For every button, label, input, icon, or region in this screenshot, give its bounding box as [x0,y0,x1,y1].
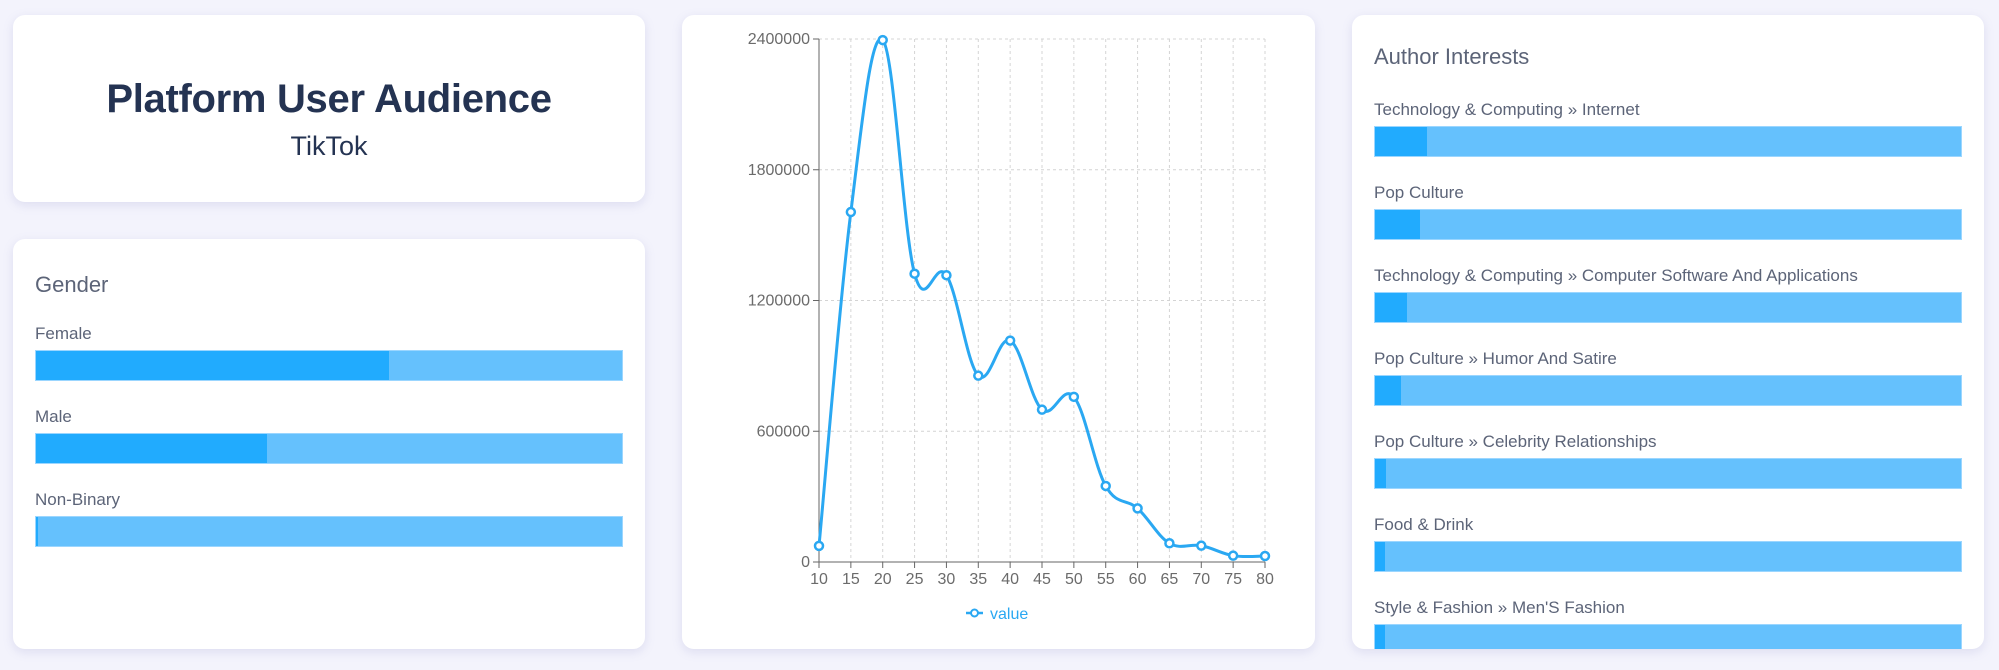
data-point[interactable] [1196,540,1207,551]
data-point[interactable] [1004,335,1016,346]
x-tick-label: 60 [1129,571,1147,588]
gender-card: Gender Female Male Non-Binary [13,239,645,649]
x-tick-label: 35 [969,571,987,588]
bar-row: Pop Culture » Celebrity Relationships [1374,432,1962,512]
bar-row: Non-Binary [35,490,623,570]
y-tick-label: 0 [801,554,810,571]
data-point[interactable] [1227,550,1239,561]
data-point[interactable] [1259,550,1271,562]
bar-fill [1375,542,1385,571]
x-tick-label: 75 [1224,571,1242,588]
bar-fill [1375,210,1421,239]
bar-row: Technology & Computing » Computer Softwa… [1374,266,1962,346]
data-point[interactable] [1132,503,1143,514]
bar-fill [1375,625,1385,649]
bar-row: Technology & Computing » Internet [1374,100,1962,180]
bar-label: Pop Culture » Humor And Satire [1374,349,1617,368]
data-point[interactable] [941,269,952,281]
bar-fill [1375,293,1408,322]
bar-track [35,433,623,464]
page-title: Platform User Audience [106,77,552,121]
x-tick-label: 80 [1256,571,1274,588]
bar-track [1374,624,1962,649]
bar-fill [1375,376,1401,405]
bar-label: Female [35,324,92,343]
y-tick-label: 600000 [757,423,810,440]
bar-track [1374,541,1962,572]
title-card: Platform User Audience TikTok [13,15,645,202]
bar-track [35,516,623,547]
bar-track [1374,126,1962,157]
bar-track [1374,458,1962,489]
author-interests-card: Author Interests Technology & Computing … [1352,15,1984,649]
bar-row: Food & Drink [1374,515,1962,595]
bar-label: Pop Culture [1374,183,1464,202]
bar-label: Style & Fashion » Men'S Fashion [1374,598,1625,617]
bar-label: Technology & Computing » Computer Softwa… [1374,266,1858,285]
line-chart: 0 600000 1200000 1800000 2400000 10 15 20 25 30 35… [748,31,1274,623]
age-chart-card: 0 600000 1200000 1800000 2400000 10 15 20 25 30 35… [682,15,1315,649]
gender-heading: Gender [35,272,109,297]
bar-fill [36,434,267,463]
x-tick-label: 70 [1192,571,1210,588]
data-point[interactable] [1164,538,1175,549]
bar-row: Pop Culture » Humor And Satire [1374,349,1962,429]
bar-label: Non-Binary [35,490,121,509]
bar-fill [1375,127,1428,156]
data-point[interactable] [813,540,825,552]
platform-name: TikTok [290,131,368,161]
x-tick-label: 30 [938,571,956,588]
x-tick-label: 50 [1065,571,1083,588]
bar-track [1374,209,1962,240]
bar-row: Style & Fashion » Men'S Fashion [1374,598,1962,649]
data-point[interactable] [1036,404,1048,415]
x-tick-label: 25 [906,571,924,588]
bar-row: Male [35,407,623,487]
data-point[interactable] [973,370,984,381]
bar-label: Male [35,407,72,426]
bar-label: Pop Culture » Celebrity Relationships [1374,432,1657,451]
x-tick-label: 15 [842,571,860,588]
legend-item-value[interactable]: value [966,606,1028,623]
data-point[interactable] [1068,391,1080,403]
x-tick-label: 20 [874,571,892,588]
bar-label: Food & Drink [1374,515,1474,534]
y-tick-label: 2400000 [748,31,810,48]
legend-marker-icon [970,608,979,618]
bar-track [1374,375,1962,406]
bar-fill [1375,459,1387,488]
y-tick-label: 1200000 [748,293,810,310]
data-point[interactable] [1100,480,1111,492]
legend-label: value [990,606,1028,623]
bar-row: Pop Culture [1374,183,1962,263]
x-tick-label: 55 [1097,571,1115,588]
data-point[interactable] [877,34,888,46]
bar-fill [36,517,38,546]
x-tick-label: 45 [1033,571,1051,588]
bar-track [35,350,623,381]
bar-fill [36,351,390,380]
data-point[interactable] [845,206,857,218]
x-tick-label: 10 [810,571,828,588]
interests-heading: Author Interests [1374,44,1530,69]
data-point[interactable] [909,268,920,279]
x-tick-label: 40 [1001,571,1019,588]
x-tick-label: 65 [1161,571,1179,588]
bar-row: Female [35,324,623,404]
bar-label: Technology & Computing » Internet [1374,100,1640,119]
bar-track [1374,292,1962,323]
y-tick-label: 1800000 [748,162,810,179]
